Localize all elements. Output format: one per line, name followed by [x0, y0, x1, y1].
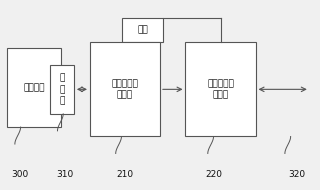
Text: 第一光电转
换模块: 第一光电转 换模块 — [111, 79, 138, 100]
Text: 220: 220 — [206, 170, 223, 179]
Text: 第二光电转
换模块: 第二光电转 换模块 — [207, 79, 234, 100]
Bar — [122, 18, 163, 42]
Text: 320: 320 — [288, 170, 306, 179]
Bar — [90, 42, 160, 136]
Text: 电源: 电源 — [137, 25, 148, 34]
Text: 210: 210 — [116, 170, 133, 179]
Text: 光
接
口: 光 接 口 — [59, 73, 65, 106]
Bar — [7, 48, 61, 127]
Bar — [186, 42, 256, 136]
Bar — [50, 65, 74, 114]
Text: 第一设备: 第一设备 — [23, 83, 45, 92]
Text: 300: 300 — [11, 170, 28, 179]
Text: 310: 310 — [56, 170, 73, 179]
